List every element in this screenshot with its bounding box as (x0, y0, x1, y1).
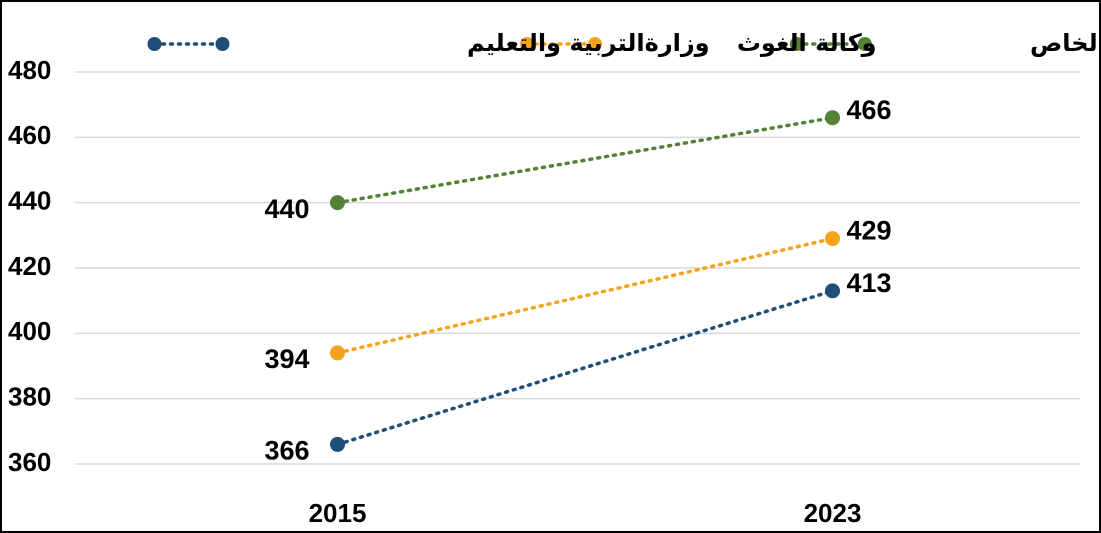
data-point (825, 231, 840, 247)
x-tick-label: 2015 (309, 498, 367, 528)
data-label: 366 (264, 436, 309, 466)
series-line (335, 236, 835, 355)
y-tick-label: 380 (8, 382, 51, 412)
data-label: 440 (264, 194, 309, 224)
y-tick-label: 480 (8, 55, 51, 85)
data-point (825, 110, 840, 126)
y-tick-label: 420 (8, 251, 51, 281)
data-point (330, 436, 345, 452)
data-point (330, 345, 345, 361)
series-line (335, 289, 835, 447)
data-label: 413 (847, 268, 892, 298)
legend-label: وزارةالتربية والتعليم (467, 29, 710, 57)
legend-label: وكالة الغوث (737, 29, 877, 57)
legend-marker (588, 37, 603, 51)
y-tick-label: 360 (8, 447, 51, 477)
legend-label: التعليم الخاص (1030, 29, 1101, 57)
legend-marker (520, 37, 535, 51)
data-point (330, 195, 345, 211)
y-tick-label: 460 (8, 120, 51, 150)
legend-marker (857, 37, 872, 51)
legend-marker (147, 37, 162, 51)
data-label: 429 (847, 216, 892, 246)
legend-marker (789, 37, 804, 51)
x-tick-label: 2023 (804, 498, 862, 528)
data-label: 394 (264, 344, 309, 374)
legend-marker (215, 37, 230, 51)
y-tick-label: 440 (8, 186, 51, 216)
data-point (825, 283, 840, 299)
data-label: 466 (847, 95, 892, 125)
series-line (335, 115, 835, 205)
y-tick-label: 400 (8, 316, 51, 346)
